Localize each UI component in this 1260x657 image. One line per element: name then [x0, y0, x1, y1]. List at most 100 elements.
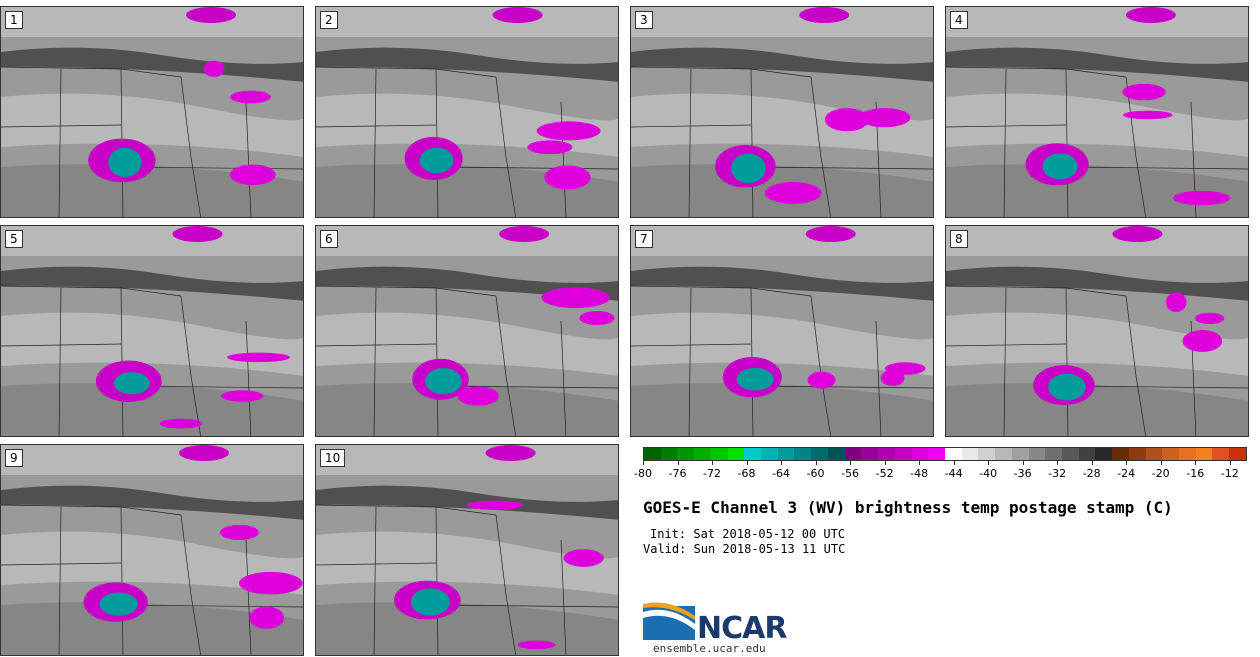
colorbar-cell: [911, 448, 929, 460]
colorbar-cell: [744, 448, 762, 460]
colorbar-tick: [815, 461, 817, 465]
colorbar-tick: [988, 461, 990, 465]
colorbar: [643, 447, 1247, 461]
satellite-map: [946, 7, 1248, 217]
colorbar-cell: [827, 448, 845, 460]
colorbar-cell: [1212, 448, 1230, 460]
colorbar-tick-label: -20: [1151, 467, 1170, 480]
colorbar-cell: [928, 448, 945, 460]
colorbar-tick-label: -64: [772, 467, 791, 480]
satellite-map: [1, 226, 303, 436]
colorbar-ticks: -80 -76 -72 -68 -64 -60 -56 -52 -48 -44 -40 -36 -32 -…: [634, 461, 1247, 481]
colorbar-tick-label: -28: [1082, 467, 1101, 480]
site-url: ensemble.ucar.edu: [653, 642, 766, 655]
colorbar-cell: [1011, 448, 1029, 460]
colorbar-tick-label: -40: [979, 467, 998, 480]
colorbar-cell: [1128, 448, 1146, 460]
colorbar-cell: [794, 448, 812, 460]
colorbar-tick: [1195, 461, 1197, 465]
colorbar-tick: [1091, 461, 1093, 465]
panel-number: 3: [635, 11, 653, 29]
postage-stamp-panel: 4: [945, 6, 1249, 218]
colorbar-cell: [660, 448, 678, 460]
ncar-logo-text: NCAR: [697, 611, 787, 646]
panel-number: 7: [635, 230, 653, 248]
satellite-map: [316, 445, 618, 655]
colorbar-cell: [1195, 448, 1213, 460]
colorbar-tick: [677, 461, 679, 465]
colorbar-cell: [811, 448, 828, 460]
postage-stamp-panel: 5: [0, 225, 304, 437]
postage-stamp-panel: 7: [630, 225, 934, 437]
colorbar-tick: [1229, 461, 1231, 465]
colorbar-tick-label: -16: [1186, 467, 1205, 480]
colorbar-cell: [978, 448, 996, 460]
ncar-logo-icon: [643, 602, 695, 640]
init-time: Init: Sat 2018-05-12 00 UTC: [650, 527, 846, 541]
colorbar-tick: [1057, 461, 1059, 465]
colorbar-tick: [919, 461, 921, 465]
colorbar-cell: [995, 448, 1012, 460]
postage-stamp-panel: 2: [315, 6, 619, 218]
colorbar-tick-label: -12: [1220, 467, 1239, 480]
colorbar-tick-label: -52: [875, 467, 894, 480]
colorbar-tick: [712, 461, 714, 465]
colorbar-cell: [1095, 448, 1113, 460]
postage-stamp-panel: 8: [945, 225, 1249, 437]
colorbar-cell: [677, 448, 695, 460]
colorbar-cell: [944, 448, 962, 460]
colorbar-tick: [746, 461, 748, 465]
satellite-map: [316, 226, 618, 436]
postage-stamp-panel: 10: [315, 444, 619, 656]
panel-number: 5: [5, 230, 23, 248]
colorbar-cell: [1229, 448, 1246, 460]
postage-stamp-panel: 9: [0, 444, 304, 656]
colorbar-cell: [844, 448, 862, 460]
colorbar-tick-label: -72: [703, 467, 721, 480]
colorbar-cell: [727, 448, 745, 460]
colorbar-tick-label: -76: [668, 467, 687, 480]
colorbar-tick: [1160, 461, 1162, 465]
colorbar-cell: [1112, 448, 1129, 460]
panel-number: 8: [950, 230, 968, 248]
satellite-map: [946, 226, 1248, 436]
colorbar-tick: [643, 461, 644, 465]
colorbar-tick-label: -48: [910, 467, 929, 480]
colorbar-tick-label: -80: [634, 467, 652, 480]
colorbar-cell: [761, 448, 778, 460]
colorbar-tick-label: -44: [944, 467, 963, 480]
colorbar-cell: [1061, 448, 1079, 460]
colorbar-cell: [710, 448, 728, 460]
colorbar-cell: [644, 448, 661, 460]
satellite-map: [631, 226, 933, 436]
postage-stamp-panel: 6: [315, 225, 619, 437]
colorbar-cell: [1028, 448, 1046, 460]
panel-number: 2: [320, 11, 338, 29]
colorbar-tick: [1022, 461, 1024, 465]
colorbar-tick-label: -68: [737, 467, 756, 480]
colorbar-tick-label: -56: [841, 467, 860, 480]
colorbar-tick-label: -24: [1117, 467, 1136, 480]
colorbar-tick-label: -60: [806, 467, 825, 480]
satellite-map: [631, 7, 933, 217]
colorbar-cell: [1145, 448, 1163, 460]
panel-number: 6: [320, 230, 338, 248]
panel-number: 9: [5, 449, 23, 467]
postage-stamp-panel: 1: [0, 6, 304, 218]
colorbar-cell: [694, 448, 711, 460]
valid-time: Valid: Sun 2018-05-13 11 UTC: [643, 542, 846, 556]
colorbar-cell: [1045, 448, 1062, 460]
colorbar-cell: [961, 448, 979, 460]
colorbar-tick: [850, 461, 852, 465]
colorbar-cell: [894, 448, 912, 460]
postage-stamp-panel: 3: [630, 6, 934, 218]
colorbar-tick: [781, 461, 783, 465]
colorbar-cell: [777, 448, 795, 460]
colorbar-tick: [953, 461, 955, 465]
panel-number: 10: [320, 449, 346, 467]
figure-title: GOES-E Channel 3 (WV) brightness temp po…: [643, 498, 1173, 517]
colorbar-cell: [878, 448, 895, 460]
satellite-map: [316, 7, 618, 217]
colorbar-tick-label: -32: [1048, 467, 1067, 480]
colorbar-cell: [1179, 448, 1196, 460]
